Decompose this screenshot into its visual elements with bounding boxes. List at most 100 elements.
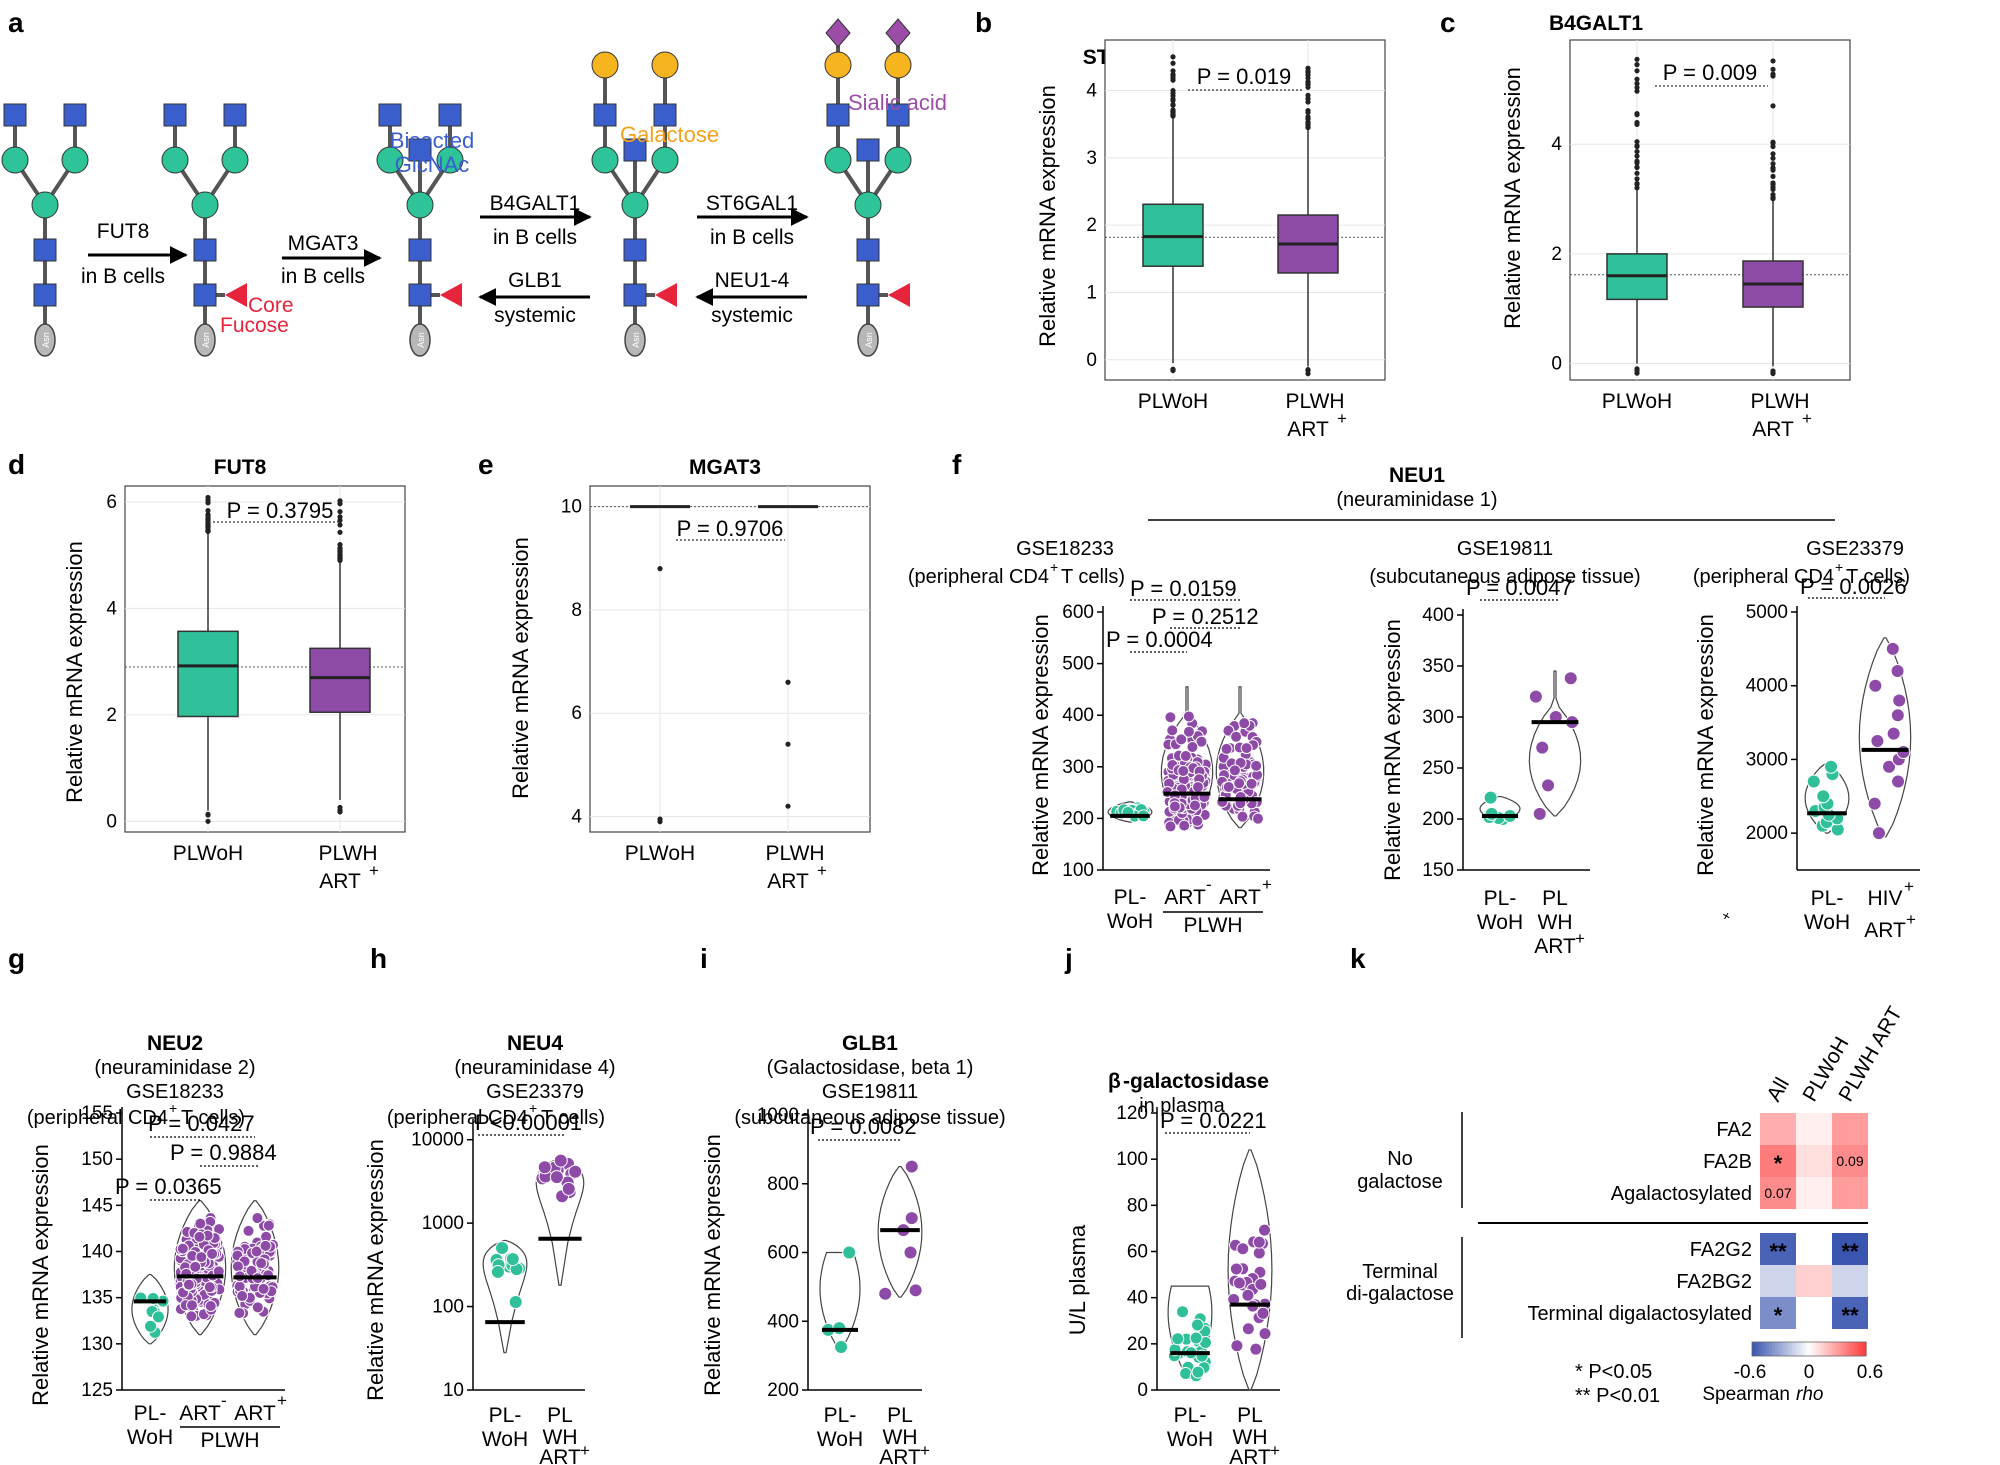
x-label-art: ART bbox=[319, 870, 361, 893]
data-point bbox=[842, 1245, 857, 1260]
x-label-art: ART bbox=[1864, 919, 1906, 942]
colorbar-segment bbox=[1843, 1342, 1847, 1356]
data-point bbox=[1886, 726, 1901, 741]
tissue-label-tail: T cells) bbox=[1846, 566, 1910, 588]
outlier-point bbox=[337, 509, 343, 515]
outlier-point bbox=[1634, 181, 1640, 187]
glcnac-square bbox=[856, 238, 880, 262]
colorbar-segment bbox=[1846, 1342, 1850, 1356]
colorbar-segment bbox=[1840, 1342, 1844, 1356]
x-label-pl: PL bbox=[1542, 887, 1568, 910]
data-point bbox=[1191, 1365, 1205, 1379]
data-point bbox=[508, 1295, 523, 1310]
data-point bbox=[206, 1247, 219, 1260]
asn-residue bbox=[34, 323, 56, 357]
asn-label: Asn bbox=[631, 332, 641, 348]
colorbar-segment bbox=[1811, 1342, 1816, 1356]
outlier-point bbox=[205, 528, 211, 534]
data-point bbox=[1182, 725, 1195, 738]
data-point bbox=[1190, 1318, 1204, 1332]
data-point bbox=[1868, 678, 1883, 693]
outlier-point bbox=[1770, 173, 1776, 179]
dataset-label: GSE23379 bbox=[486, 1081, 584, 1103]
sialic-acid-diamond bbox=[825, 18, 851, 48]
data-point bbox=[259, 1239, 272, 1252]
x-label-pl: PL- bbox=[1114, 886, 1147, 909]
plot-area: 100 200 300 400 500 600 P = 0.0159 P = 0.2512P … bbox=[1062, 576, 1270, 881]
x-label-plwh: PLWH bbox=[1285, 390, 1344, 413]
colorbar-segment bbox=[1769, 1342, 1773, 1356]
colorbar-segment bbox=[1854, 1342, 1859, 1356]
plot-frame bbox=[1569, 39, 1851, 381]
p-value-label: P = 0.0082 bbox=[810, 1114, 917, 1139]
outlier-point bbox=[1634, 88, 1640, 94]
outlier-point bbox=[205, 513, 211, 519]
data-point bbox=[1892, 693, 1907, 708]
data-point bbox=[1890, 708, 1905, 723]
data-point bbox=[1256, 1306, 1270, 1320]
panel-letter-e: e bbox=[478, 449, 494, 480]
data-point bbox=[1168, 800, 1181, 813]
y-tick-label: 120 bbox=[1116, 1103, 1148, 1124]
outlier-point bbox=[337, 501, 343, 507]
x-label-woh: WoH bbox=[1477, 911, 1523, 934]
colorbar-segment bbox=[1766, 1342, 1770, 1356]
colorbar-max: 0.6 bbox=[1857, 1362, 1883, 1383]
outlier-point bbox=[1634, 176, 1640, 182]
step-glb1-enzyme: GLB1 bbox=[508, 269, 562, 292]
data-point bbox=[561, 1181, 576, 1196]
outlier-point bbox=[1305, 96, 1311, 102]
glcnac-square bbox=[856, 283, 880, 307]
data-point bbox=[549, 1170, 564, 1185]
step-st6gal1-enzyme: ST6GAL1 bbox=[706, 192, 798, 215]
group-label: Terminal bbox=[1362, 1261, 1438, 1283]
tissue-label-sup: + bbox=[1835, 559, 1843, 575]
heatmap-cell bbox=[1832, 1233, 1868, 1265]
data-point bbox=[1236, 1242, 1250, 1256]
data-point bbox=[1228, 764, 1241, 777]
x-label-woh: WoH bbox=[817, 1428, 863, 1451]
mannose-circle bbox=[191, 191, 219, 219]
data-point bbox=[1191, 814, 1204, 827]
data-point bbox=[904, 1211, 919, 1226]
data-point bbox=[1890, 663, 1905, 678]
panel-letter-j: j bbox=[1064, 943, 1073, 974]
data-point bbox=[1245, 777, 1258, 790]
data-point bbox=[1232, 1276, 1246, 1290]
panel-letter-i: i bbox=[700, 943, 708, 974]
colorbar-segment bbox=[1806, 1342, 1810, 1356]
colorbar-segment bbox=[1797, 1342, 1802, 1356]
tissue-label-tail: T cells) bbox=[541, 1107, 605, 1129]
dataset-label: GSE23379 bbox=[1806, 538, 1904, 560]
glycan-pathway-diagram: Asn Asn Asn Asn Asn Bisected GlcNAc Galactos… bbox=[1, 18, 947, 357]
glcnac-square bbox=[193, 283, 217, 307]
y-tick-label: 300 bbox=[1422, 707, 1454, 728]
data-point bbox=[144, 1319, 158, 1333]
glcnac-square bbox=[886, 103, 910, 127]
heatmap-cell bbox=[1832, 1297, 1868, 1329]
outlier-point bbox=[1634, 366, 1640, 372]
chart-subtitle: (neuraminidase 4) bbox=[454, 1057, 615, 1079]
data-point bbox=[1230, 730, 1243, 743]
panel-letter-h: h bbox=[370, 943, 387, 974]
y-tick-label: 130 bbox=[81, 1334, 113, 1355]
data-point bbox=[1179, 750, 1192, 763]
outlier-point bbox=[657, 566, 663, 572]
y-tick-label: 400 bbox=[767, 1311, 799, 1332]
outlier-point bbox=[1770, 143, 1776, 150]
y-tick-label: 2 bbox=[1551, 244, 1562, 265]
outlier-point bbox=[1634, 76, 1640, 82]
colorbar-segment bbox=[1760, 1342, 1764, 1356]
outlier-point bbox=[1770, 369, 1776, 375]
p-value-label: P = 0.0365 bbox=[115, 1174, 222, 1199]
y-tick-label: 40 bbox=[1127, 1288, 1148, 1309]
x-label-plwh: PLWH bbox=[200, 1429, 259, 1452]
heatmap-cell bbox=[1832, 1265, 1868, 1297]
colorbar-segment bbox=[1863, 1342, 1867, 1356]
fucose-label: Fucose bbox=[220, 314, 289, 337]
colorbar-segment bbox=[1789, 1342, 1793, 1356]
chart-title: NEU4 bbox=[507, 1032, 563, 1055]
x-label-minus: - bbox=[1206, 875, 1212, 894]
plot-area: 200 400 600 800 1000 P = 0.0082 bbox=[757, 1105, 923, 1401]
violin-outline bbox=[1227, 1149, 1273, 1391]
